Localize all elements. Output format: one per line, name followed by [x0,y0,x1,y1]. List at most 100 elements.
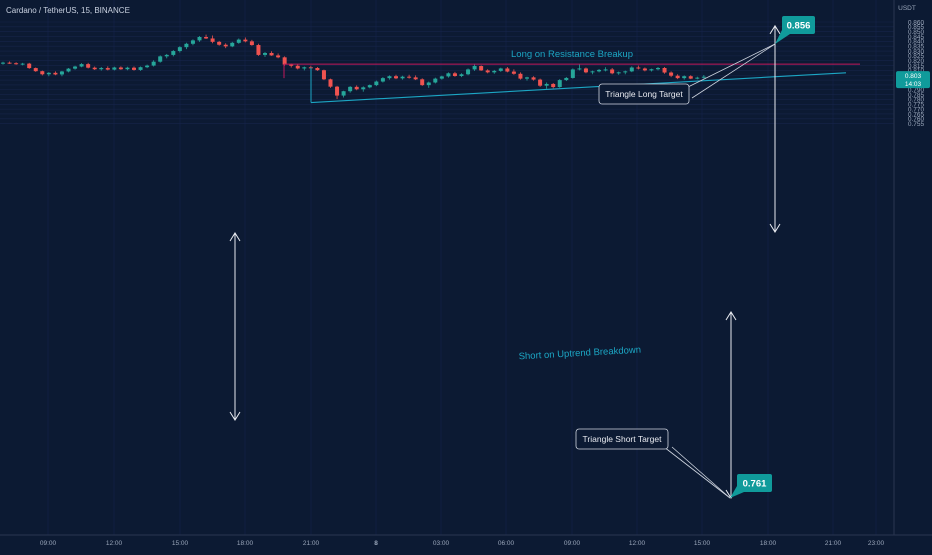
price-tick-label: 0.815 [908,63,925,70]
candle-body [446,73,451,77]
candle-body [387,76,392,79]
candle-body [649,69,654,71]
time-tick-label: 8 [374,540,378,547]
candle-body [282,57,287,65]
candle-body [151,61,156,66]
trend-label: Short on Uptrend Breakdown [518,345,641,363]
price-tick-label: 0.790 [908,87,925,94]
candle-body [551,83,556,88]
candle-body [243,39,248,42]
candle-body [217,41,222,45]
candle-body [459,74,464,77]
candle-body [315,67,320,71]
price-tick-label: 0.855 [908,24,925,31]
candle-body [27,63,32,69]
short-callout-line [663,446,731,499]
candle-body [341,91,346,96]
candle-body [629,67,634,72]
candle-body [616,72,621,74]
candle-body [433,78,438,83]
time-tick-label: 15:00 [172,540,189,547]
resistance-label: Long on Resistance Breakup [511,49,633,60]
candle-body [492,70,497,73]
time-tick-label: 12:00 [629,540,646,547]
candle-body [367,85,372,88]
candle-body [66,68,71,72]
price-tick-label: 0.840 [908,39,925,46]
candle-body [407,76,412,78]
candle-body [688,76,693,79]
time-tick-label: 21:00 [303,540,320,547]
price-tick-label: 0.780 [908,97,925,104]
candle-body [452,73,457,77]
candle-body [642,68,647,71]
candle-body [125,67,130,70]
candle-body [348,86,353,92]
current-price-tag [896,71,930,89]
candle-body [564,77,569,81]
candle-body [511,71,516,74]
candle-body [33,68,38,72]
candle-body [695,77,700,79]
candle-body [236,39,241,43]
candle-body [99,68,104,70]
candle-body [223,44,228,47]
candle-body [682,76,687,79]
short-target-label-box [575,428,669,450]
candle-body [138,67,143,70]
price-tick-label: 0.775 [908,102,925,109]
candle-body [701,76,706,78]
candle-body [374,81,379,86]
short-callout-line [671,446,731,499]
candle-body [439,76,444,79]
candle-body [544,83,549,86]
candle-body [14,63,19,65]
time-tick-label: 12:00 [106,540,123,547]
candle-body [289,64,294,66]
candle-body [210,38,215,42]
candle-body [590,71,595,73]
time-tick-label: 09:00 [40,540,57,547]
candle-body [53,72,58,75]
time-tick-label: 09:00 [564,540,581,547]
price-tick-label: 0.770 [908,106,925,113]
candle-body [79,64,84,67]
annotations: Long on Resistance Breakup Short on Uptre… [229,16,860,499]
price-tick-label: 0.830 [908,48,925,55]
long-target-label-text: Triangle Long Target [605,89,683,99]
price-tick-label: 0.835 [908,44,925,51]
short-target-value-pointer [730,486,744,498]
candle-body [230,42,235,47]
currency-label: USDT [898,5,916,12]
candle-body [86,64,91,68]
price-axis-bg [894,0,932,535]
price-tick-label: 0.820 [908,58,925,65]
candle-body [145,65,150,68]
short-target-value-bg [737,474,772,492]
candle-body [7,62,12,64]
candle-body [472,66,477,70]
measure-arrow-head-bottom [229,411,241,421]
time-tick-label: 15:00 [694,540,711,547]
uptrend-line [310,72,847,104]
short-target-value-text: 0.761 [743,479,767,490]
candle-body [570,69,575,78]
candle-body [531,77,536,80]
candle-body [302,67,307,69]
candle-body [426,82,431,86]
candle-body [662,67,667,73]
candle-body [177,47,182,52]
candle-body [675,75,680,79]
candle-body [40,71,45,75]
candle-body [466,69,471,75]
long-target-label-box [598,83,690,105]
candles [1,34,706,99]
candle-body [197,37,202,41]
time-tick-label: 18:00 [237,540,254,547]
candle-body [485,70,490,73]
price-tick-label: 0.825 [908,53,925,60]
candle-body [328,79,333,87]
candle-body [610,69,615,74]
